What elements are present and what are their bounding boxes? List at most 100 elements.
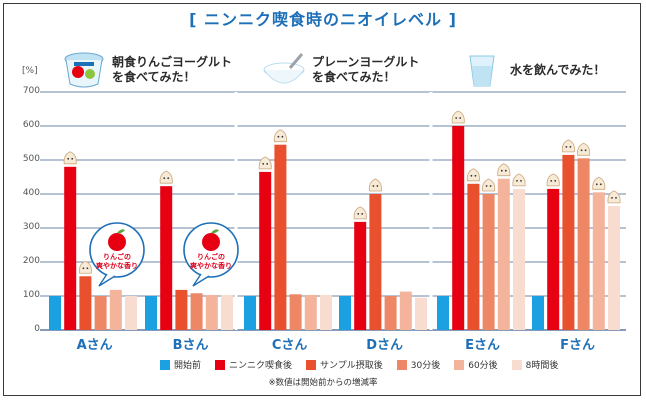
grid-lines <box>40 91 626 331</box>
bar <box>467 183 480 330</box>
legend-item: ニンニク喫食後 <box>215 358 292 371</box>
bar <box>437 296 449 330</box>
bar <box>320 294 332 330</box>
bar <box>205 294 218 330</box>
legend-label: 60分後 <box>468 361 498 371</box>
legend-label: 30分後 <box>410 361 441 371</box>
bar <box>64 166 77 330</box>
bar <box>497 178 510 330</box>
water-cup-icon <box>469 55 495 87</box>
bar <box>79 276 92 330</box>
garlic-smell-icon <box>258 156 272 170</box>
bar <box>532 296 544 330</box>
bar <box>125 296 137 330</box>
apple-icon <box>108 233 126 251</box>
garlic-smell-icon <box>546 173 560 187</box>
garlic-smell-icon <box>451 110 465 124</box>
garlic-smell-icon <box>607 190 621 204</box>
bar <box>259 171 272 330</box>
bar <box>94 296 107 330</box>
garlic-smell-icon <box>63 151 77 165</box>
bar <box>415 297 427 330</box>
garlic-smell-icon <box>497 163 511 177</box>
bars <box>49 126 620 330</box>
category-label: Cさん <box>271 338 308 353</box>
bar <box>399 291 412 330</box>
chart-title: [ ニンニク喫食時のニオイレベル ] <box>189 10 457 29</box>
panel-head-line2: を食べてみた！ <box>112 70 196 84</box>
bar <box>369 194 382 330</box>
garlic-smell-icon <box>353 206 367 220</box>
bar <box>190 293 203 330</box>
panel-head-plain-yogurt: プレーンヨーグルト を食べてみた！ <box>262 46 419 94</box>
bubble-line1: りんごの <box>197 252 225 261</box>
bar <box>244 296 256 330</box>
category-label: Eさん <box>465 338 501 353</box>
garlic-smell-icon <box>78 260 92 274</box>
legend-swatch <box>454 359 465 370</box>
category-label: Dさん <box>366 338 403 353</box>
bubble-line1: りんごの <box>103 252 131 261</box>
y-tick-label: 0 <box>34 324 40 334</box>
legend-swatch <box>306 359 317 370</box>
legend-label: 開始前 <box>174 361 202 371</box>
legend-label: サンプル摂取後 <box>320 361 383 371</box>
y-tick-label: 100 <box>22 290 40 300</box>
bar <box>145 296 157 330</box>
bar <box>562 154 575 330</box>
garlic-smell-icon <box>273 129 287 143</box>
y-tick-label: 500 <box>22 154 40 164</box>
garlic-smell-icon <box>159 170 173 184</box>
garlic-smell-icon <box>466 168 480 182</box>
panel-head-line1: 水を飲んでみた！ <box>510 62 606 77</box>
bar <box>384 296 397 330</box>
smell-icons <box>63 110 621 274</box>
y-axis-unit: [%] <box>22 66 38 76</box>
yogurt-bowl-icon <box>263 53 305 84</box>
bar <box>49 296 61 330</box>
bubble-line2: 爽やかな香り <box>190 261 232 270</box>
panel-head-line2: を食べてみた！ <box>312 70 396 84</box>
bar <box>577 158 590 330</box>
garlic-smell-icon <box>512 173 526 187</box>
legend-item: 8時間後 <box>511 358 559 371</box>
y-tick-label: 200 <box>22 256 40 266</box>
apple-icon <box>202 233 220 251</box>
legend-item: 30分後 <box>396 358 441 371</box>
category-label: Fさん <box>560 338 596 353</box>
bar <box>482 194 495 330</box>
legend-swatch <box>396 359 407 370</box>
panel-head-line1: 朝食りんごヨーグルト <box>112 55 233 69</box>
legend-item: サンプル摂取後 <box>306 358 383 371</box>
y-tick-label: 600 <box>22 120 40 130</box>
bar <box>513 188 525 330</box>
bar <box>160 186 173 330</box>
bar <box>592 192 605 330</box>
category-label: Bさん <box>172 338 209 353</box>
panel-head-line1: プレーンヨーグルト <box>312 55 420 69</box>
garlic-smell-icon <box>577 142 591 156</box>
y-tick-label: 400 <box>22 188 40 198</box>
bubble-line2: 爽やかな香り <box>96 261 138 270</box>
legend: 開始前 ニンニク喫食後 サンプル摂取後 30分後 60分後 8時間後 <box>160 358 558 371</box>
bar <box>109 289 122 330</box>
garlic-smell-icon <box>561 139 575 153</box>
bar <box>339 296 351 330</box>
yogurt-cup-icon <box>64 52 104 88</box>
bar <box>175 289 188 330</box>
bar <box>221 294 233 330</box>
garlic-smell-icon <box>482 178 496 192</box>
footnote: ※数値は開始前からの増減率 <box>268 378 378 388</box>
panel-head-water: 水を飲んでみた！ <box>460 46 605 94</box>
y-tick-label: 300 <box>22 222 40 232</box>
panel-head-apple-yogurt: 朝食りんごヨーグルト を食べてみた！ <box>62 46 232 94</box>
bar <box>547 188 560 330</box>
bar <box>274 144 287 330</box>
legend-label: ニンニク喫食後 <box>229 361 293 371</box>
bar <box>452 126 465 330</box>
legend-label: 8時間後 <box>525 361 559 371</box>
legend-swatch <box>511 359 522 370</box>
